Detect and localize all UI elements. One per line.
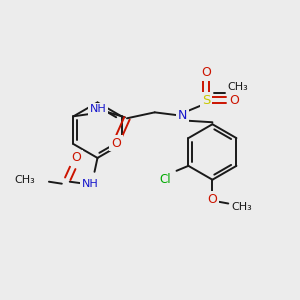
Text: NH: NH: [90, 104, 106, 114]
Text: NH: NH: [82, 179, 99, 189]
Text: O: O: [72, 152, 82, 164]
Text: CH₃: CH₃: [232, 202, 253, 212]
Text: CH₃: CH₃: [228, 82, 248, 92]
Text: O: O: [201, 66, 211, 79]
Text: O: O: [111, 136, 121, 150]
Text: O: O: [229, 94, 239, 107]
Text: S: S: [202, 94, 210, 107]
Text: N: N: [178, 109, 187, 122]
Text: O: O: [208, 193, 218, 206]
Text: CH₃: CH₃: [14, 175, 35, 185]
Text: Cl: Cl: [160, 173, 171, 186]
